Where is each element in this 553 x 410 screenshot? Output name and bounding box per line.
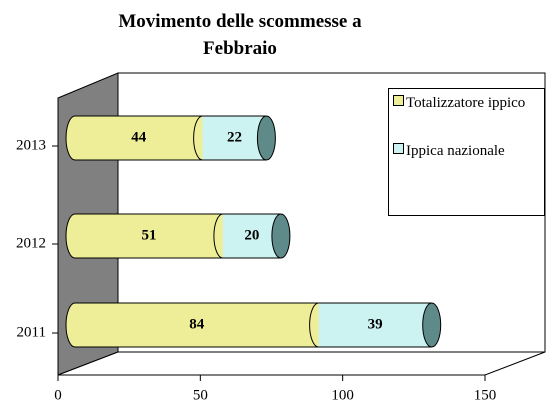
bar-part [75,303,319,347]
data-label: 51 [141,227,156,243]
y-tick-label: 2012 [16,235,46,251]
bar-part [75,214,223,258]
bar-part [75,116,203,160]
legend-item: Ippica nazionale [393,143,533,160]
legend-swatch [393,143,404,154]
x-tick-label: 0 [54,387,62,403]
bar-part [222,214,281,258]
bar-segment [202,115,276,161]
bar-segment [222,213,291,259]
bar-segment [65,115,213,161]
bar-part [422,302,442,348]
floor [57,351,546,376]
x-tick-label: 50 [193,387,208,403]
bar-part [271,213,291,259]
legend-swatch [393,95,404,106]
legend-label: Totalizzatore ippico [406,95,526,111]
bar-segment [318,302,442,348]
data-label: 39 [368,316,383,332]
data-label: 22 [227,129,242,145]
data-label: 44 [131,129,147,145]
legend-item: Totalizzatore ippico [393,95,533,112]
bar-segment [65,213,233,259]
x-tick-label: 150 [474,387,497,403]
x-tick-label: 100 [331,387,354,403]
bar-segment [65,302,329,348]
data-label: 20 [244,227,259,243]
bar-part [318,303,432,347]
bar-part [202,116,267,160]
bar-part [256,115,276,161]
data-label: 84 [189,316,205,332]
legend-label: Ippica nazionale [406,143,505,159]
legend: Totalizzatore ippico Ippica nazionale [388,88,545,216]
y-tick-label: 2013 [16,137,46,153]
y-tick-label: 2011 [17,324,46,340]
chart-title: Movimento delle scommesse a Febbraio [118,11,362,59]
